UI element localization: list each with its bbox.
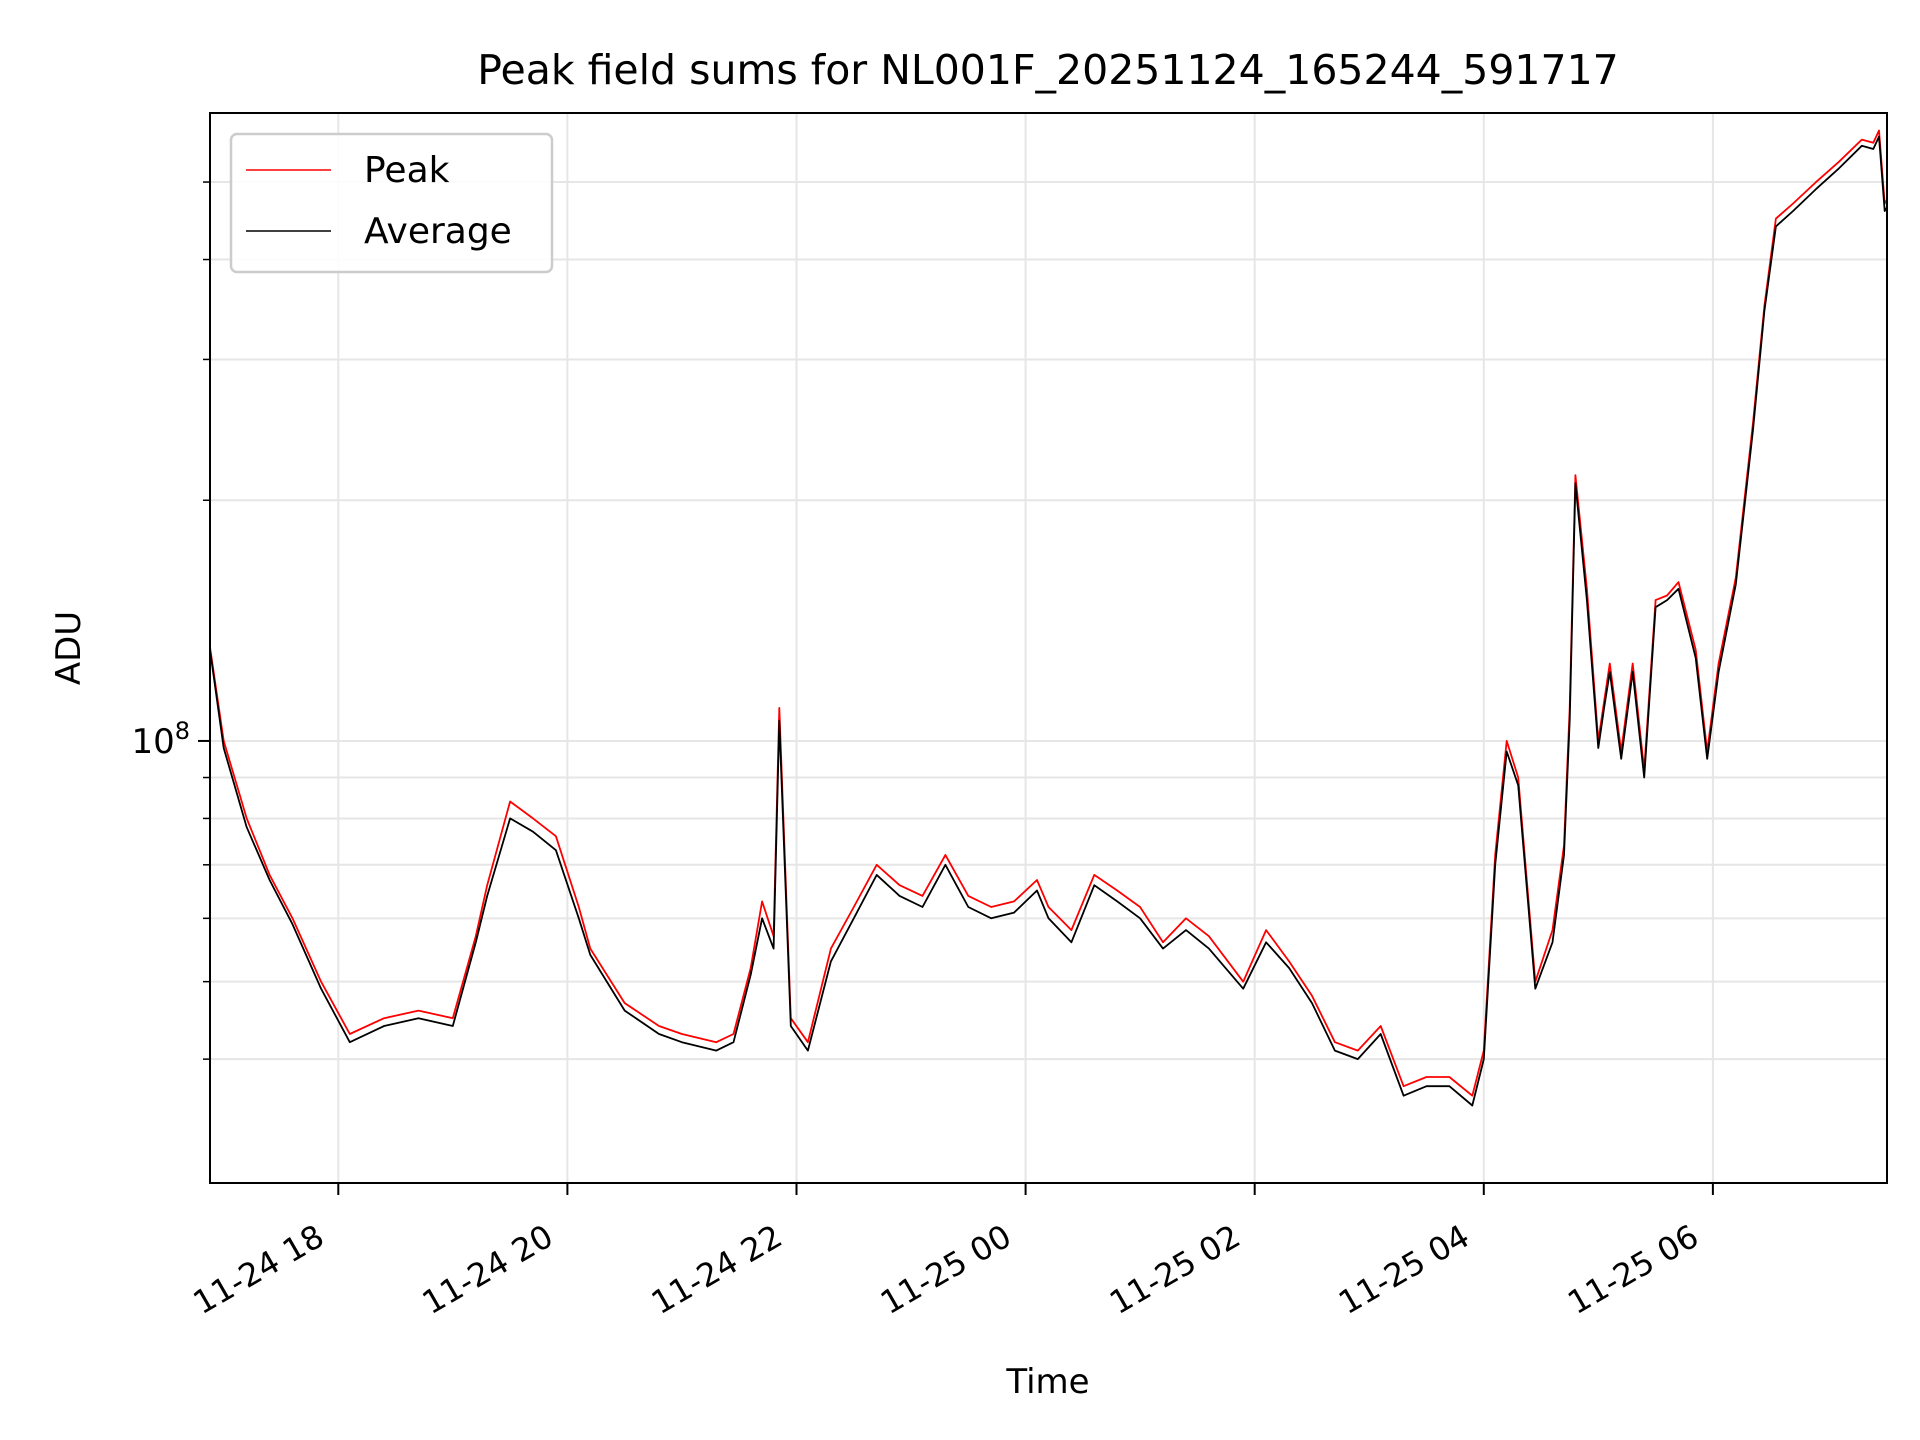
series-line-peak [209,129,1888,1097]
legend: Peak Average [229,132,554,274]
data-series [209,129,1888,1107]
x-axis-label: Time [1005,1362,1089,1402]
legend-peak-label: Peak [364,150,450,191]
legend-box [229,132,554,274]
chart-title: Peak field sums for NL001F_20251124_1652… [477,46,1619,94]
plot-area-frame [209,112,1888,1184]
series-line-average [209,135,1888,1107]
y-tick-label-exponent: 8 [175,717,190,745]
y-axis-label: ADU [49,611,89,685]
legend-average-label: Average [364,211,512,252]
